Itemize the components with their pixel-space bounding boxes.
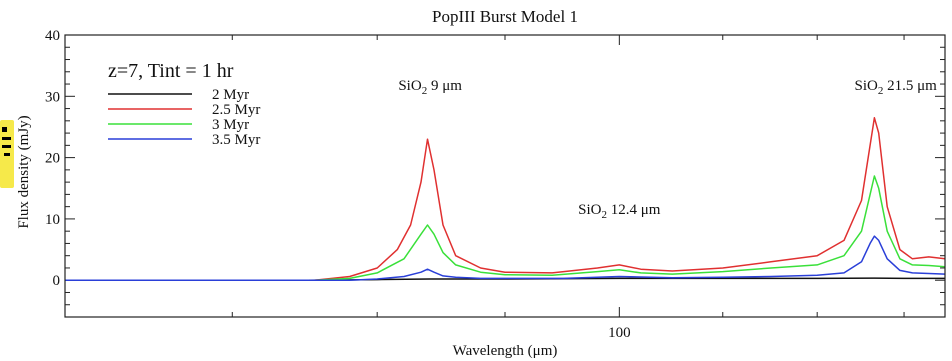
legend-label: 3 Myr bbox=[212, 117, 249, 133]
legend-label: 3.5 Myr bbox=[212, 132, 260, 148]
series-line-3-myr bbox=[65, 175, 946, 281]
chart-title: PopIII Burst Model 1 bbox=[432, 7, 578, 26]
plot-frame bbox=[64, 34, 946, 318]
x-tick-label: 100 bbox=[608, 325, 631, 341]
y-tick-label: 0 bbox=[53, 273, 61, 289]
legend-label: 2 Myr bbox=[212, 87, 249, 103]
series-line-2.5-myr bbox=[65, 117, 946, 281]
side-marker bbox=[0, 120, 14, 188]
series-layer bbox=[65, 117, 946, 281]
legend-label: 2.5 Myr bbox=[212, 102, 260, 118]
annotation-sio2_9: SiO2 9 μm bbox=[398, 78, 462, 97]
annotations: SiO2 9 μm SiO2 12.4 μm SiO2 21.5 μm bbox=[398, 78, 937, 221]
legend-heading: z=7, Tint = 1 hr bbox=[108, 60, 234, 82]
y-tick-label: 40 bbox=[45, 28, 60, 44]
y-axis-label: Flux density (mJy) bbox=[16, 115, 32, 228]
annotation-sio2_124: SiO2 12.4 μm bbox=[578, 202, 661, 221]
axis-ticks: 0 10 20 30 40 100 bbox=[45, 28, 945, 341]
y-tick-label: 20 bbox=[45, 151, 60, 167]
x-axis-label: Wavelength (μm) bbox=[453, 343, 558, 359]
y-tick-label: 10 bbox=[45, 212, 60, 228]
y-tick-label: 30 bbox=[45, 89, 60, 105]
series-line-3.5-myr bbox=[65, 235, 946, 281]
annotation-sio2_215: SiO2 21.5 μm bbox=[855, 78, 938, 97]
